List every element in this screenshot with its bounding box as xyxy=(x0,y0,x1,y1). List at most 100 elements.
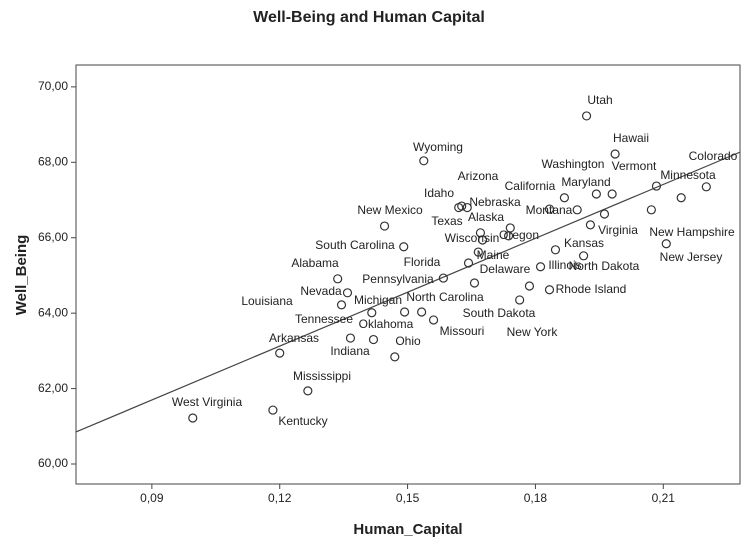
point-label: New Hampshire xyxy=(649,225,735,239)
point-label: Oregon xyxy=(499,228,539,242)
point-label: New York xyxy=(507,325,559,339)
point xyxy=(342,288,353,298)
point xyxy=(610,149,620,159)
point-label: Rhode Island xyxy=(556,282,627,296)
point xyxy=(503,231,514,241)
point-label: West Virginia xyxy=(172,395,243,409)
point-label: Michigan xyxy=(354,293,402,307)
point-label: Texas xyxy=(431,214,462,228)
point xyxy=(572,205,582,215)
point xyxy=(607,189,617,199)
point xyxy=(578,251,589,261)
x-tick-label: 0,15 xyxy=(396,491,420,505)
point xyxy=(535,262,546,272)
chart-title: Well-Being and Human Capital xyxy=(253,9,485,26)
point-label: Maine xyxy=(477,248,510,262)
point xyxy=(303,386,313,396)
point xyxy=(550,245,561,255)
point xyxy=(454,202,464,213)
point-label: Utah xyxy=(587,93,612,107)
point-label: Kansas xyxy=(564,236,604,250)
point-label: South Dakota xyxy=(463,306,536,320)
point-label: North Dakota xyxy=(569,259,640,273)
x-tick-label: 0,09 xyxy=(140,491,164,505)
point xyxy=(544,285,555,295)
point xyxy=(469,278,480,288)
point-label: Alaska xyxy=(468,210,504,224)
x-tick-label: 0,12 xyxy=(268,491,292,505)
point-label: South Carolina xyxy=(315,238,395,252)
y-tick-label: 64,00 xyxy=(38,305,68,319)
x-axis-title: Human_Capital xyxy=(353,521,462,538)
point-label: New Mexico xyxy=(357,203,423,217)
point xyxy=(390,352,400,362)
point xyxy=(544,204,555,214)
point-label: Vermont xyxy=(612,159,657,173)
point-label: Tennessee xyxy=(295,312,353,326)
point-label: Montana xyxy=(526,203,573,217)
point xyxy=(462,202,472,213)
point xyxy=(599,209,610,219)
point xyxy=(701,182,711,192)
point-label: Virginia xyxy=(598,223,638,237)
point xyxy=(591,189,601,199)
point xyxy=(651,181,662,191)
x-tick-label: 0,18 xyxy=(524,491,548,505)
point-label: Wyoming xyxy=(413,140,463,154)
point-label: Nevada xyxy=(300,284,342,298)
point-label: Colorado xyxy=(689,149,738,163)
point xyxy=(428,315,439,325)
y-tick-label: 70,00 xyxy=(38,79,68,93)
point xyxy=(188,413,198,423)
point xyxy=(438,273,448,283)
point-label: Washington xyxy=(542,157,605,171)
point xyxy=(477,235,488,245)
point-label: Indiana xyxy=(330,344,370,358)
point-label: Mississippi xyxy=(293,369,351,383)
point xyxy=(336,300,347,310)
point xyxy=(473,247,483,257)
point xyxy=(524,281,535,291)
point xyxy=(515,295,525,305)
point xyxy=(585,220,596,230)
point-label: Arkansas xyxy=(269,331,319,345)
point-label: Ohio xyxy=(395,334,421,348)
point-label: Wisconsin xyxy=(445,231,500,245)
point-label: Nebraska xyxy=(469,195,521,209)
point xyxy=(676,193,686,203)
point xyxy=(345,333,356,343)
point-label: Delaware xyxy=(480,262,531,276)
point-label: Kentucky xyxy=(278,414,327,428)
x-tick-label: 0,21 xyxy=(652,491,676,505)
point-label: Minnesota xyxy=(660,168,716,182)
point xyxy=(379,221,390,231)
point-label: Louisiana xyxy=(241,294,293,308)
y-tick-label: 60,00 xyxy=(38,456,68,470)
point xyxy=(399,242,409,252)
fit-line xyxy=(75,151,741,433)
y-tick-label: 68,00 xyxy=(38,154,68,168)
point xyxy=(463,258,474,268)
point-label: Maryland xyxy=(561,175,610,189)
point-label: Hawaii xyxy=(613,131,649,145)
point-label: Idaho xyxy=(424,186,454,200)
point-label: New Jersey xyxy=(660,250,723,264)
point xyxy=(275,348,285,358)
point xyxy=(367,308,377,318)
point xyxy=(399,307,410,317)
point xyxy=(333,274,343,284)
point-label: California xyxy=(505,179,556,193)
point xyxy=(559,193,570,203)
point-label: North Carolina xyxy=(406,290,484,304)
point xyxy=(646,205,656,215)
point xyxy=(581,111,592,121)
y-axis-title: Well_Being xyxy=(13,235,30,316)
point-label: Illinois xyxy=(548,258,581,272)
point xyxy=(368,334,379,345)
point-label: Alabama xyxy=(291,256,339,270)
point xyxy=(661,239,671,249)
point xyxy=(417,307,427,317)
y-tick-label: 62,00 xyxy=(38,381,68,395)
y-tick-label: 66,00 xyxy=(38,230,68,244)
